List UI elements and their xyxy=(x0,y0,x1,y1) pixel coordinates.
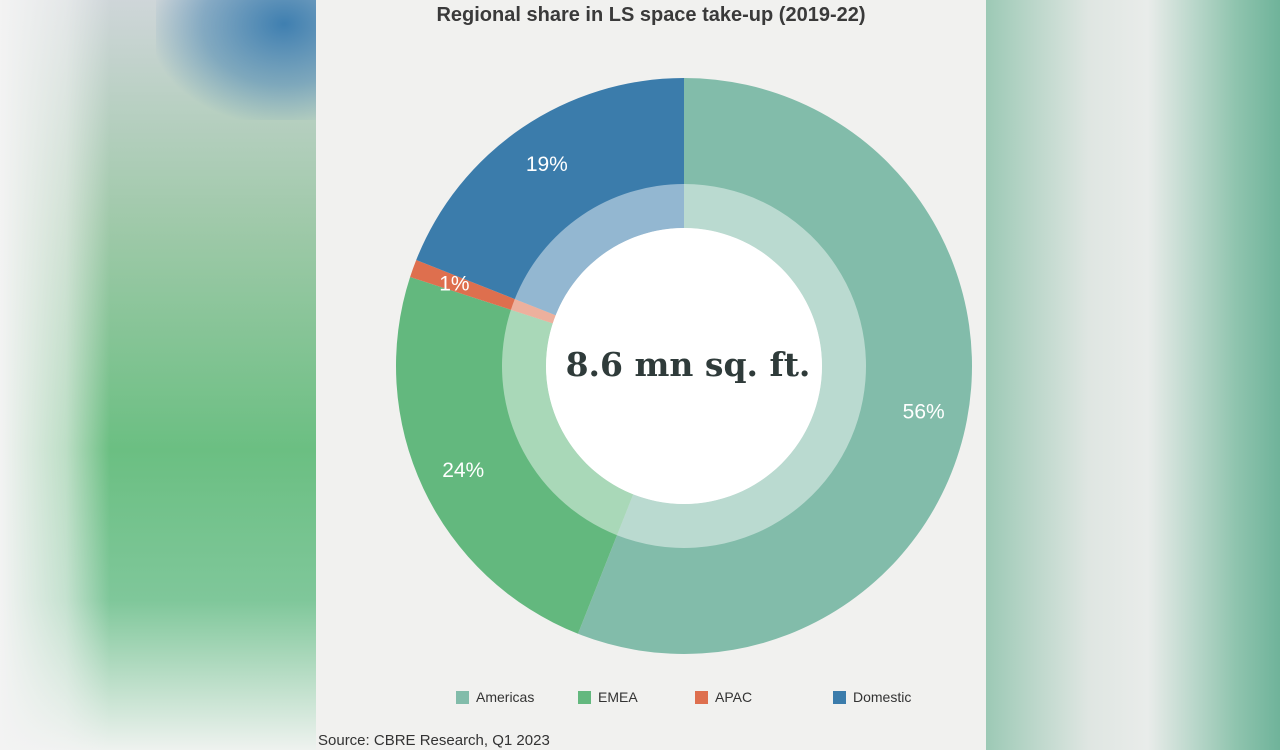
legend-label-americas: Americas xyxy=(476,689,535,705)
chart-card: Regional share in LS space take-up (2019… xyxy=(316,0,986,750)
center-total-label: 8.6 mn sq. ft. xyxy=(566,345,811,384)
source-note: Source: CBRE Research, Q1 2023 xyxy=(318,732,550,749)
slice-label-group: 56% 24% 1% 19% xyxy=(439,153,944,482)
chart-title: Regional share in LS space take-up (2019… xyxy=(436,4,866,26)
legend-label-apac: APAC xyxy=(715,689,753,705)
legend-item-apac: APAC xyxy=(695,689,752,705)
legend-item-emea: EMEA xyxy=(578,689,638,705)
legend: Americas EMEA APAC Domestic xyxy=(446,689,946,709)
legend-swatch-americas xyxy=(456,690,469,704)
legend-item-domestic: Domestic xyxy=(833,689,911,705)
slice-label-domestic: 19% xyxy=(526,153,568,176)
donut-hole xyxy=(546,228,822,504)
legend-item-americas: Americas xyxy=(456,689,534,705)
slice-label-apac: 1% xyxy=(439,272,469,295)
slice-emea xyxy=(396,277,634,634)
slice-label-americas: 56% xyxy=(903,401,945,424)
slice-group xyxy=(396,78,972,654)
legend-label-domestic: Domestic xyxy=(853,689,912,705)
donut-chart: 56% 24% 1% 19% 8.6 mn sq. ft. xyxy=(396,78,972,654)
legend-swatch-domestic xyxy=(833,690,846,704)
background-right xyxy=(986,0,1280,750)
slice-label-emea: 24% xyxy=(442,459,484,482)
inner-ring-emea xyxy=(502,309,634,536)
legend-label-emea: EMEA xyxy=(598,689,638,705)
slice-apac xyxy=(410,259,556,324)
legend-swatch-apac xyxy=(695,690,708,704)
inner-ring-apac xyxy=(510,299,556,324)
legend-swatch-emea xyxy=(578,690,591,704)
inner-ring-americas xyxy=(617,184,867,548)
inner-ring-group xyxy=(502,184,867,548)
slice-americas xyxy=(577,78,972,654)
slice-domestic xyxy=(416,78,684,316)
inner-ring-domestic xyxy=(514,184,684,316)
background-left xyxy=(0,0,316,750)
